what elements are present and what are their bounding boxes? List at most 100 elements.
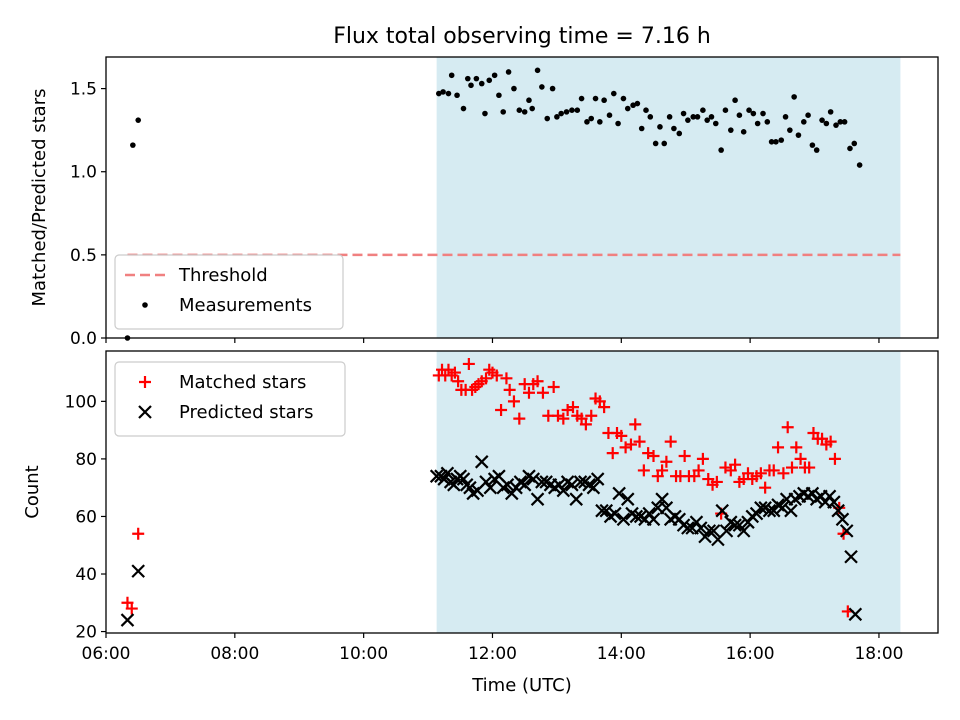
data-point [685, 117, 691, 123]
data-point [700, 107, 706, 114]
data-point [690, 114, 697, 120]
y-axis-label: Count [22, 465, 43, 518]
data-point [773, 138, 779, 145]
x-tick-label: 14:00 [597, 644, 646, 664]
data-point [655, 492, 669, 506]
data-point [760, 110, 766, 117]
data-point [452, 375, 465, 388]
data-point [692, 464, 705, 477]
data-point [606, 112, 613, 118]
data-point [652, 140, 659, 147]
data-point [585, 409, 598, 422]
data-point [569, 107, 575, 114]
data-point [706, 524, 721, 538]
data-point [728, 127, 734, 133]
y-tick-label: 100 [65, 392, 97, 412]
data-point [500, 478, 515, 492]
data-point [801, 119, 807, 125]
data-point [130, 142, 136, 148]
top-panel: 0.0 0.5 1.0 1.5 Matched/Predicted stars Thres… [29, 56, 939, 349]
x-tick-label: 08:00 [210, 644, 259, 664]
data-point [468, 82, 474, 89]
data-point [478, 80, 485, 87]
y-tick-label: 1.5 [70, 80, 97, 100]
data-point [526, 472, 541, 486]
data-point [482, 110, 488, 117]
y-tick-label: 0.5 [70, 246, 97, 266]
data-point [557, 412, 570, 425]
series-measurements [124, 67, 863, 341]
data-point [505, 69, 512, 75]
data-point [491, 72, 498, 79]
data-point [547, 380, 560, 393]
data-point [637, 464, 650, 477]
x-tick-label: 16:00 [726, 644, 775, 664]
data-point [813, 147, 820, 153]
data-point [638, 125, 645, 132]
data-point [823, 120, 830, 127]
data-point [464, 75, 471, 82]
data-point [680, 110, 687, 117]
data-point [782, 114, 789, 120]
data-point [762, 503, 777, 518]
data-point [429, 469, 444, 483]
data-point [828, 452, 841, 465]
data-point [657, 124, 663, 130]
data-point [125, 602, 138, 615]
y-tick-label: 0.0 [70, 329, 97, 349]
data-point [719, 461, 732, 474]
data-point [131, 564, 145, 578]
data-point [704, 117, 710, 123]
data-point [839, 524, 854, 538]
data-point [135, 117, 142, 123]
data-point [715, 503, 729, 518]
plot-frame [105, 56, 939, 339]
data-point [445, 90, 452, 97]
data-point [517, 478, 532, 492]
data-point [787, 127, 793, 133]
data-point [696, 452, 709, 465]
data-point [732, 97, 738, 104]
data-point [579, 418, 592, 431]
data-point [777, 467, 790, 480]
data-point [656, 464, 669, 477]
data-point [664, 435, 677, 448]
data-point [586, 480, 601, 495]
data-point [624, 105, 631, 112]
data-point [642, 447, 655, 460]
data-point [630, 102, 636, 109]
data-point [503, 383, 516, 396]
data-point [754, 501, 768, 515]
data-point [597, 119, 603, 125]
data-point [671, 125, 677, 132]
data-point [584, 119, 590, 125]
data-point [791, 94, 797, 100]
data-point [666, 114, 673, 120]
data-point [837, 119, 844, 125]
data-point [736, 524, 751, 538]
data-point [526, 97, 532, 104]
data-point [500, 109, 507, 115]
data-point [566, 401, 579, 414]
data-point [785, 461, 798, 474]
legend-label: Threshold [178, 265, 268, 286]
data-point [616, 512, 631, 527]
data-point [561, 403, 574, 416]
data-point [490, 369, 503, 382]
data-point [521, 109, 528, 115]
data-point [710, 475, 723, 488]
x-tick-label: 12:00 [468, 644, 517, 664]
data-point [460, 105, 467, 112]
data-point [643, 107, 649, 114]
legend-marker [142, 302, 148, 308]
data-point [809, 142, 816, 148]
x-tick-label: 18:00 [854, 644, 903, 664]
data-point [676, 130, 683, 137]
data-point [448, 72, 455, 79]
legend-box [114, 361, 346, 437]
data-point [767, 464, 780, 477]
data-point [595, 503, 609, 518]
data-point [790, 441, 803, 454]
data-point [530, 492, 545, 506]
